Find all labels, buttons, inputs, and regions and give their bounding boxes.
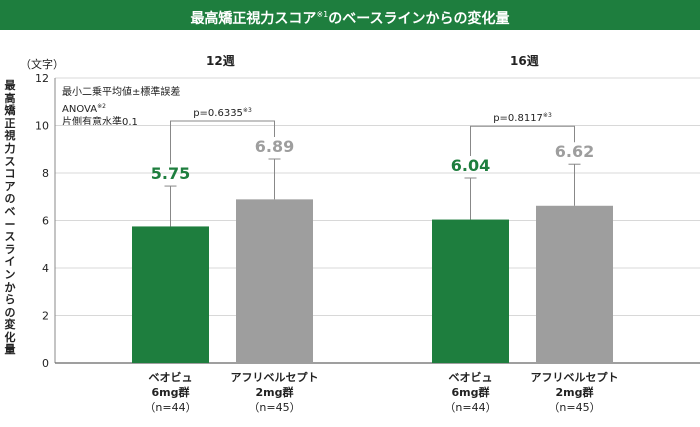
data-label: 6.04 (451, 156, 490, 175)
title-text: 最高矯正視力スコア (190, 11, 317, 27)
note-line-3: 片側有意水準0.1 (62, 117, 138, 128)
category-label: アフリベルセプト 2mg群 （n=45） (230, 371, 319, 414)
data-label: 5.75 (151, 164, 190, 183)
group-label-12w: 12週 (206, 54, 235, 68)
note-line-1: 最小二乗平均値±標準誤差 (62, 87, 181, 98)
data-label: 6.89 (255, 137, 294, 156)
bar (132, 226, 209, 363)
y-unit: （文字） (20, 58, 64, 71)
y-axis-label: 最高矯正視力スコアのベースラインからの変化量 (4, 79, 16, 357)
y-tick-label: 10 (35, 120, 49, 133)
bar (536, 205, 613, 363)
y-tick-label: 12 (35, 72, 49, 85)
category-label: ベオビュ 6mg群 （n=44） (444, 371, 497, 414)
significance-bracket (170, 120, 275, 165)
bar-chart: 0 2 4 6 8 10 12 5.75 6.89 p=0.6335※3 6.04 6.62 p=0.8… (35, 72, 700, 370)
group-label-16w: 16週 (510, 54, 539, 68)
data-label: 6.62 (555, 142, 594, 161)
y-tick-label: 0 (42, 357, 49, 370)
category-label: ベオビュ 6mg群 （n=44） (144, 371, 197, 414)
chart-title: 最高矯正視力スコア※1のベースラインからの変化量 (0, 0, 700, 30)
p-value-label: p=0.6335※3 (193, 107, 252, 119)
category-label: アフリベルセプト 2mg群 （n=45） (530, 371, 619, 414)
y-tick-label: 8 (42, 167, 49, 180)
method-notes: 最小二乗平均値±標準誤差 ANOVA※2 片側有意水準0.1 (62, 86, 180, 130)
title-suffix: のベースラインからの変化量 (328, 11, 510, 27)
y-tick-label: 6 (42, 215, 49, 228)
bar (236, 199, 313, 363)
y-tick-label: 2 (42, 310, 49, 323)
note-line-2: ANOVA※2 (62, 102, 106, 115)
title-footnote-mark: ※1 (316, 10, 329, 19)
y-tick-label: 4 (42, 262, 49, 275)
significance-bracket (470, 125, 575, 156)
p-value-label: p=0.8117※3 (493, 112, 552, 124)
bar (432, 219, 509, 363)
